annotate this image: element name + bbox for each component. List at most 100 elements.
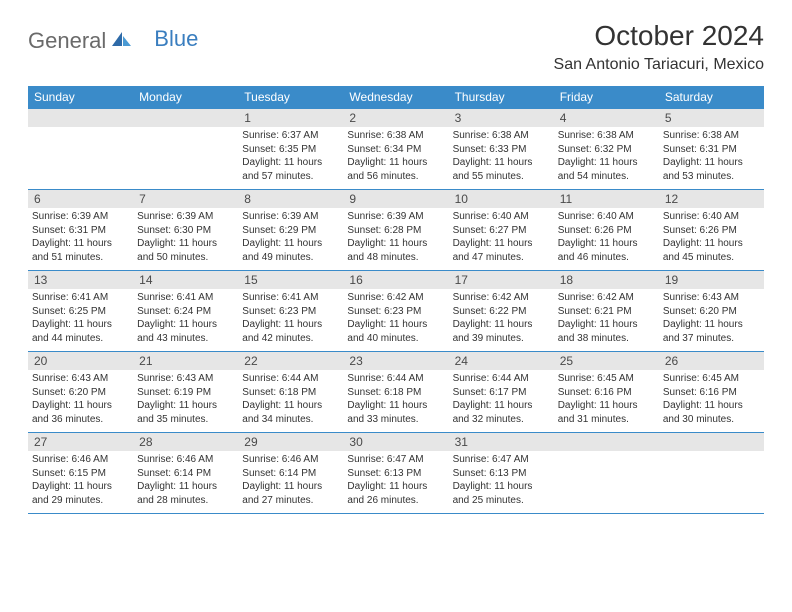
sunrise-text: Sunrise: 6:46 AM (32, 453, 129, 467)
day-number: 19 (659, 271, 764, 289)
day-body: Sunrise: 6:44 AMSunset: 6:18 PMDaylight:… (238, 370, 343, 432)
daylight-line1: Daylight: 11 hours (663, 399, 760, 413)
day-number: 1 (238, 109, 343, 127)
day-cell: 23Sunrise: 6:44 AMSunset: 6:18 PMDayligh… (343, 352, 448, 433)
day-cell: 24Sunrise: 6:44 AMSunset: 6:17 PMDayligh… (449, 352, 554, 433)
day-cell: 4Sunrise: 6:38 AMSunset: 6:32 PMDaylight… (554, 109, 659, 190)
day-body: Sunrise: 6:44 AMSunset: 6:18 PMDaylight:… (343, 370, 448, 432)
daylight-line1: Daylight: 11 hours (347, 237, 444, 251)
day-number: 3 (449, 109, 554, 127)
day-cell: 22Sunrise: 6:44 AMSunset: 6:18 PMDayligh… (238, 352, 343, 433)
sunrise-text: Sunrise: 6:38 AM (663, 129, 760, 143)
sunset-text: Sunset: 6:20 PM (663, 305, 760, 319)
day-body: Sunrise: 6:43 AMSunset: 6:19 PMDaylight:… (133, 370, 238, 432)
day-number: 26 (659, 352, 764, 370)
day-body: Sunrise: 6:38 AMSunset: 6:31 PMDaylight:… (659, 127, 764, 189)
daylight-line2: and 30 minutes. (663, 413, 760, 427)
day-body: Sunrise: 6:41 AMSunset: 6:25 PMDaylight:… (28, 289, 133, 351)
day-body: Sunrise: 6:46 AMSunset: 6:14 PMDaylight:… (133, 451, 238, 513)
day-number: 31 (449, 433, 554, 451)
daylight-line1: Daylight: 11 hours (347, 399, 444, 413)
daylight-line1: Daylight: 11 hours (453, 399, 550, 413)
daylight-line2: and 42 minutes. (242, 332, 339, 346)
day-cell: 11Sunrise: 6:40 AMSunset: 6:26 PMDayligh… (554, 190, 659, 271)
day-body: Sunrise: 6:42 AMSunset: 6:23 PMDaylight:… (343, 289, 448, 351)
day-number: 4 (554, 109, 659, 127)
daylight-line2: and 35 minutes. (137, 413, 234, 427)
sunrise-text: Sunrise: 6:41 AM (32, 291, 129, 305)
daylight-line1: Daylight: 11 hours (558, 399, 655, 413)
daylight-line2: and 55 minutes. (453, 170, 550, 184)
day-cell: 31Sunrise: 6:47 AMSunset: 6:13 PMDayligh… (449, 433, 554, 514)
sunset-text: Sunset: 6:26 PM (663, 224, 760, 238)
day-body: Sunrise: 6:39 AMSunset: 6:31 PMDaylight:… (28, 208, 133, 270)
day-body: Sunrise: 6:44 AMSunset: 6:17 PMDaylight:… (449, 370, 554, 432)
day-number: 11 (554, 190, 659, 208)
week-row: 27Sunrise: 6:46 AMSunset: 6:15 PMDayligh… (28, 433, 764, 514)
daylight-line2: and 43 minutes. (137, 332, 234, 346)
day-cell: 10Sunrise: 6:40 AMSunset: 6:27 PMDayligh… (449, 190, 554, 271)
sunset-text: Sunset: 6:18 PM (347, 386, 444, 400)
day-cell: 8Sunrise: 6:39 AMSunset: 6:29 PMDaylight… (238, 190, 343, 271)
day-number: 14 (133, 271, 238, 289)
sunrise-text: Sunrise: 6:42 AM (453, 291, 550, 305)
logo-general: General (28, 28, 106, 54)
empty-daynum (28, 109, 133, 127)
day-cell: 6Sunrise: 6:39 AMSunset: 6:31 PMDaylight… (28, 190, 133, 271)
sunrise-text: Sunrise: 6:47 AM (347, 453, 444, 467)
day-cell (28, 109, 133, 190)
sunrise-text: Sunrise: 6:41 AM (242, 291, 339, 305)
day-body: Sunrise: 6:39 AMSunset: 6:29 PMDaylight:… (238, 208, 343, 270)
sunrise-text: Sunrise: 6:44 AM (453, 372, 550, 386)
day-cell: 27Sunrise: 6:46 AMSunset: 6:15 PMDayligh… (28, 433, 133, 514)
day-cell: 12Sunrise: 6:40 AMSunset: 6:26 PMDayligh… (659, 190, 764, 271)
daylight-line1: Daylight: 11 hours (137, 318, 234, 332)
day-cell: 18Sunrise: 6:42 AMSunset: 6:21 PMDayligh… (554, 271, 659, 352)
week-row: 13Sunrise: 6:41 AMSunset: 6:25 PMDayligh… (28, 271, 764, 352)
daylight-line2: and 54 minutes. (558, 170, 655, 184)
sunset-text: Sunset: 6:13 PM (347, 467, 444, 481)
day-cell: 21Sunrise: 6:43 AMSunset: 6:19 PMDayligh… (133, 352, 238, 433)
empty-daynum (133, 109, 238, 127)
sunrise-text: Sunrise: 6:40 AM (663, 210, 760, 224)
daylight-line1: Daylight: 11 hours (453, 480, 550, 494)
sail-icon (110, 30, 132, 53)
day-body: Sunrise: 6:40 AMSunset: 6:27 PMDaylight:… (449, 208, 554, 270)
daylight-line2: and 40 minutes. (347, 332, 444, 346)
day-cell: 3Sunrise: 6:38 AMSunset: 6:33 PMDaylight… (449, 109, 554, 190)
day-number: 22 (238, 352, 343, 370)
day-body: Sunrise: 6:42 AMSunset: 6:21 PMDaylight:… (554, 289, 659, 351)
sunrise-text: Sunrise: 6:38 AM (347, 129, 444, 143)
empty-daybody (659, 451, 764, 511)
header: General Blue October 2024 San Antonio Ta… (28, 20, 764, 74)
sunset-text: Sunset: 6:22 PM (453, 305, 550, 319)
daylight-line1: Daylight: 11 hours (347, 480, 444, 494)
empty-daynum (554, 433, 659, 451)
daylight-line1: Daylight: 11 hours (663, 156, 760, 170)
day-number: 25 (554, 352, 659, 370)
daylight-line1: Daylight: 11 hours (242, 399, 339, 413)
daylight-line2: and 48 minutes. (347, 251, 444, 265)
sunset-text: Sunset: 6:23 PM (242, 305, 339, 319)
sunrise-text: Sunrise: 6:46 AM (242, 453, 339, 467)
day-number: 5 (659, 109, 764, 127)
daylight-line2: and 51 minutes. (32, 251, 129, 265)
sunrise-text: Sunrise: 6:44 AM (347, 372, 444, 386)
sunrise-text: Sunrise: 6:47 AM (453, 453, 550, 467)
sunrise-text: Sunrise: 6:40 AM (558, 210, 655, 224)
sunset-text: Sunset: 6:35 PM (242, 143, 339, 157)
daylight-line1: Daylight: 11 hours (32, 237, 129, 251)
day-number: 17 (449, 271, 554, 289)
sunrise-text: Sunrise: 6:40 AM (453, 210, 550, 224)
title-block: October 2024 San Antonio Tariacuri, Mexi… (554, 20, 764, 74)
day-cell: 7Sunrise: 6:39 AMSunset: 6:30 PMDaylight… (133, 190, 238, 271)
dow-monday: Monday (133, 86, 238, 109)
daylight-line1: Daylight: 11 hours (32, 399, 129, 413)
day-cell: 29Sunrise: 6:46 AMSunset: 6:14 PMDayligh… (238, 433, 343, 514)
sunrise-text: Sunrise: 6:39 AM (242, 210, 339, 224)
day-number: 23 (343, 352, 448, 370)
day-body: Sunrise: 6:41 AMSunset: 6:23 PMDaylight:… (238, 289, 343, 351)
day-number: 18 (554, 271, 659, 289)
sunset-text: Sunset: 6:18 PM (242, 386, 339, 400)
sunrise-text: Sunrise: 6:44 AM (242, 372, 339, 386)
